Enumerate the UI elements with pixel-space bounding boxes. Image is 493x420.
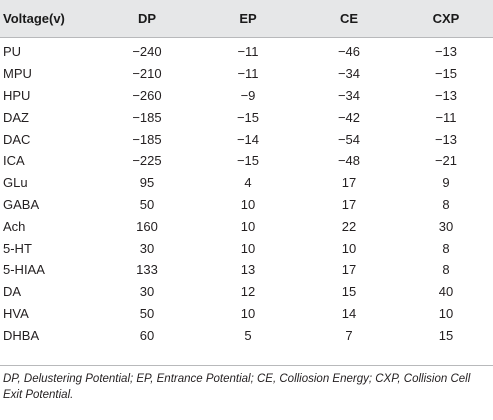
cell-ep: −15 [236, 153, 260, 169]
cell-ep: 5 [244, 327, 252, 343]
header-background [0, 0, 493, 37]
cell-ce: −48 [337, 153, 361, 169]
cell-cxp: −15 [434, 66, 458, 82]
header-ep: EP [239, 11, 257, 26]
cell-ce: −42 [337, 109, 361, 125]
table-footnote: DP, Delustering Potential; EP, Entrance … [3, 373, 471, 401]
cell-ce: −54 [337, 131, 361, 147]
cell-ep: 10 [240, 240, 256, 256]
table-row: Ach 160 10 22 30 [0, 215, 493, 237]
cell-compound: Ach [3, 218, 26, 234]
cell-dp: 95 [139, 175, 155, 191]
cell-compound: DAZ [3, 109, 29, 125]
table-row: HVA 50 10 14 10 [0, 303, 493, 325]
cell-cxp: 30 [438, 218, 454, 234]
cell-ce: 15 [341, 284, 357, 300]
cell-dp: 133 [136, 262, 158, 278]
cell-ep: −14 [236, 131, 260, 147]
cell-dp: −210 [132, 66, 162, 82]
cell-cxp: −11 [435, 109, 457, 125]
cell-dp: −240 [132, 44, 162, 60]
cell-compound: ICA [3, 153, 25, 169]
cell-compound: HVA [3, 305, 29, 321]
cell-compound: DA [3, 284, 22, 300]
header-cxp: CXP [432, 11, 460, 26]
cell-cxp: −21 [434, 153, 458, 169]
cell-ce: 22 [341, 218, 357, 234]
cell-ce: 17 [341, 196, 357, 212]
table-row: 5-HIAA 133 13 17 8 [0, 259, 493, 281]
table-body: PU −240 −11 −46 −13 MPU −210 −11 −34 −15 HPU −260 −9… [0, 37, 493, 346]
cell-ce: 14 [341, 305, 357, 321]
table-row: DAC −185 −14 −54 −13 [0, 128, 493, 150]
cell-ce: −34 [337, 66, 361, 82]
cell-cxp: 9 [442, 175, 450, 191]
cell-dp: −225 [132, 153, 162, 169]
cell-compound: DHBA [3, 327, 40, 343]
cell-dp: 30 [139, 240, 155, 256]
header-divider [0, 37, 493, 38]
cell-dp: −185 [132, 109, 162, 125]
cell-dp: 50 [139, 196, 155, 212]
cell-dp: −260 [132, 87, 162, 103]
cell-compound: PU [3, 44, 22, 60]
table-row: GLu 95 4 17 9 [0, 172, 493, 194]
cell-cxp: 8 [442, 262, 450, 278]
cell-compound: HPU [3, 87, 31, 103]
cell-ep: 4 [244, 175, 252, 191]
cell-ep: 10 [240, 305, 256, 321]
header-dp: DP [137, 11, 157, 26]
voltage-table: Voltage(v) DP EP CE CXP PU −240 −11 −46 −13 M… [0, 0, 493, 346]
cell-compound: GABA [3, 196, 40, 212]
cell-cxp: −13 [434, 87, 458, 103]
cell-ep: 13 [240, 262, 256, 278]
cell-cxp: 40 [438, 284, 454, 300]
cell-ce: −34 [337, 87, 361, 103]
header-row: Voltage(v) DP EP CE CXP [0, 0, 493, 37]
header-voltage: Voltage(v) [3, 11, 65, 26]
cell-ce: 17 [341, 262, 357, 278]
table-row: PU −240 −11 −46 −13 [0, 37, 493, 63]
cell-ep: −11 [237, 66, 259, 82]
cell-dp: −185 [132, 131, 162, 147]
cell-ep: 12 [240, 284, 256, 300]
cell-dp: 60 [139, 327, 155, 343]
cell-ce: 17 [341, 175, 357, 191]
cell-dp: 30 [139, 284, 155, 300]
cell-cxp: 8 [442, 196, 450, 212]
cell-compound: MPU [3, 66, 32, 82]
table-row: MPU −210 −11 −34 −15 [0, 63, 493, 85]
cell-cxp: 15 [438, 327, 454, 343]
table-row: 5-HT 30 10 10 8 [0, 237, 493, 259]
cell-cxp: −13 [434, 44, 458, 60]
cell-cxp: −13 [434, 131, 458, 147]
cell-compound: GLu [3, 175, 28, 191]
cell-ce: 7 [345, 327, 353, 343]
cell-ep: −9 [240, 87, 256, 103]
table-row: DHBA 60 5 7 15 [0, 324, 493, 346]
table-row: DA 30 12 15 40 [0, 281, 493, 303]
cell-ep: −15 [236, 109, 260, 125]
cell-ep: 10 [240, 218, 256, 234]
cell-compound: 5-HT [3, 240, 32, 256]
table-row: DAZ −185 −15 −42 −11 [0, 106, 493, 128]
cell-dp: 50 [139, 305, 155, 321]
table-row: HPU −260 −9 −34 −13 [0, 85, 493, 107]
header-ce: CE [339, 11, 359, 26]
cell-compound: 5-HIAA [3, 262, 45, 278]
cell-ep: −11 [237, 44, 259, 60]
cell-ce: 10 [341, 240, 357, 256]
table-row: ICA −225 −15 −48 −21 [0, 150, 493, 172]
cell-cxp: 8 [442, 240, 450, 256]
cell-ce: −46 [337, 44, 361, 60]
cell-ep: 10 [240, 196, 256, 212]
table-row: GABA 50 10 17 8 [0, 194, 493, 216]
cell-compound: DAC [3, 131, 31, 147]
cell-dp: 160 [136, 218, 158, 234]
table-bottom-rule [0, 365, 493, 366]
cell-cxp: 10 [438, 305, 454, 321]
